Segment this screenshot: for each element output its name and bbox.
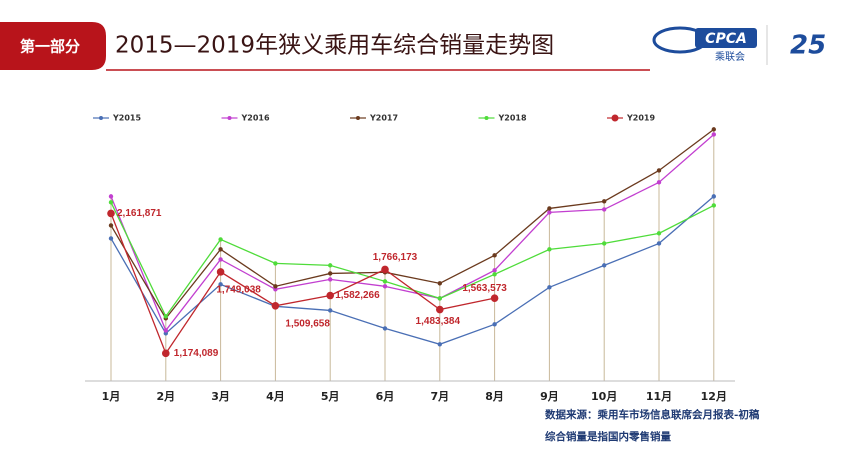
legend-label: Y2017 xyxy=(369,114,398,123)
point xyxy=(490,294,499,302)
x-tick-label: 7月 xyxy=(430,390,449,403)
point xyxy=(656,180,662,185)
point xyxy=(711,132,716,137)
point xyxy=(381,265,389,274)
section-tab xyxy=(0,22,106,70)
x-tick-label: 8月 xyxy=(485,390,504,403)
data-label: 1,483,384 xyxy=(416,316,461,327)
point xyxy=(656,231,662,236)
point xyxy=(107,209,115,218)
x-tick-label: 12月 xyxy=(701,390,727,403)
point xyxy=(602,263,607,268)
x-tick-label: 3月 xyxy=(211,390,230,403)
point xyxy=(711,194,716,199)
point xyxy=(163,328,168,333)
legend-marker xyxy=(484,116,489,120)
logo-box xyxy=(695,28,757,48)
point xyxy=(711,203,716,208)
legend-label: Y2018 xyxy=(498,114,527,123)
point xyxy=(602,199,607,204)
legend-marker xyxy=(227,116,232,120)
point xyxy=(108,236,114,241)
data-label: 1,509,658 xyxy=(285,318,330,329)
point xyxy=(218,247,223,252)
point xyxy=(328,271,333,276)
point xyxy=(547,206,552,211)
data-label: 1,174,089 xyxy=(174,348,219,359)
legend-marker xyxy=(356,116,360,120)
series-line xyxy=(110,128,715,320)
point xyxy=(492,322,497,327)
point xyxy=(273,261,278,266)
anniversary-mark: 25 xyxy=(790,31,826,61)
point xyxy=(437,281,442,286)
point xyxy=(273,284,278,289)
point xyxy=(328,277,333,282)
point xyxy=(328,308,333,313)
point xyxy=(492,268,497,273)
series-line xyxy=(110,195,715,345)
point xyxy=(711,127,716,132)
legend-marker xyxy=(611,114,619,122)
point xyxy=(108,200,114,205)
point xyxy=(382,326,388,331)
point xyxy=(216,268,225,276)
point xyxy=(602,207,607,212)
x-tick-label: 5月 xyxy=(321,390,340,403)
point xyxy=(108,194,114,199)
series-line xyxy=(110,133,715,332)
point xyxy=(437,342,442,347)
data-label: 1,766,173 xyxy=(373,252,418,263)
point xyxy=(218,282,223,287)
data-label: 1,749,038 xyxy=(216,285,261,296)
point xyxy=(382,279,388,284)
logo-text: CPCA xyxy=(705,31,747,47)
point xyxy=(656,241,662,246)
point xyxy=(328,263,333,268)
point xyxy=(547,210,552,215)
point xyxy=(218,257,223,262)
x-tick-label: 6月 xyxy=(376,390,395,403)
point xyxy=(163,314,168,319)
legend-label: Y2016 xyxy=(241,114,270,123)
data-label: 1,582,266 xyxy=(335,290,380,301)
legend-label: Y2015 xyxy=(112,114,141,123)
series-line xyxy=(110,213,495,355)
point xyxy=(218,237,223,242)
data-label: 2,161,871 xyxy=(117,208,162,219)
point xyxy=(602,241,607,246)
point xyxy=(162,349,170,358)
legend-marker xyxy=(99,116,103,120)
point xyxy=(492,272,497,277)
point xyxy=(271,301,280,310)
point xyxy=(656,168,662,173)
x-tick-label: 10月 xyxy=(591,390,617,403)
point xyxy=(436,305,444,314)
source-note: 数据来源：乘用车市场信息联席会月报表-初稿 xyxy=(544,408,760,421)
legend-label: Y2019 xyxy=(626,114,655,123)
x-tick-label: 1月 xyxy=(102,390,121,403)
x-tick-label: 4月 xyxy=(266,390,285,403)
point xyxy=(547,247,552,252)
logo-subtext: 乘联会 xyxy=(715,50,745,63)
page-title: 2015—2019年狭义乘用车综合销量走势图 xyxy=(115,33,554,59)
x-tick-label: 2月 xyxy=(156,390,175,403)
point xyxy=(492,253,497,258)
point xyxy=(547,285,552,290)
point xyxy=(326,291,335,300)
x-tick-label: 9月 xyxy=(540,390,559,403)
data-label: 1,563,573 xyxy=(462,283,507,294)
point xyxy=(437,296,442,301)
point xyxy=(108,223,114,228)
source-note: 综合销量是指国内零售销量 xyxy=(545,430,671,443)
section-label: 第一部分 xyxy=(20,38,80,56)
x-tick-label: 11月 xyxy=(646,390,672,403)
point xyxy=(382,284,388,289)
